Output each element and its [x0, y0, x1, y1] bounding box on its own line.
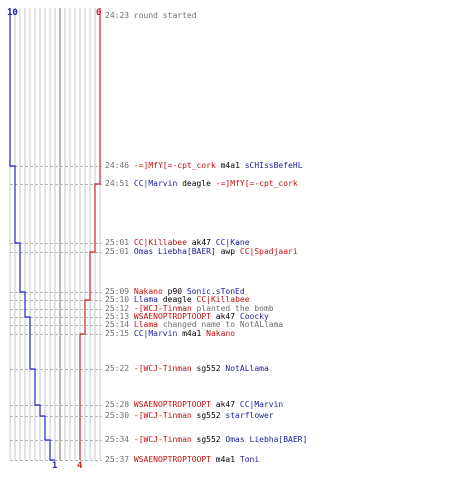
- event-player-name: CC|Marvin: [133, 179, 178, 188]
- event-player-name: -[WCJ-Tinman: [133, 364, 192, 373]
- event-player-name: CC|Spadjaari: [235, 247, 298, 256]
- event-player-name: NotALlama: [220, 364, 269, 373]
- event-time: 25:10: [105, 295, 134, 304]
- event-weapon: m4a1: [215, 161, 240, 170]
- event-message: round started: [133, 11, 197, 20]
- event-row: 24:46 -=]MfY[=-cpt_cork m4a1 sCHIssBefeH…: [105, 161, 303, 171]
- left-team-start-count: 10: [7, 8, 18, 18]
- event-player-name: CC|Marvin: [235, 400, 284, 409]
- event-message: changed name to NotALlama: [158, 320, 284, 329]
- event-player-name: CC|Killabee: [133, 238, 187, 247]
- event-player-name: -=]MfY[=-cpt_cork: [210, 179, 298, 188]
- event-time: 25:12: [105, 304, 134, 313]
- event-player-name: starflower: [220, 411, 274, 420]
- event-weapon: m4a1: [210, 455, 236, 464]
- event-row: 24:23 round started: [105, 11, 197, 21]
- event-player-name: sCHIssBefeHL: [239, 161, 303, 170]
- event-player-name: WSAENOPTROPTOOPT: [133, 312, 211, 321]
- event-row: 25:37 WSAENOPTROPTOOPT m4a1 Toni: [105, 455, 259, 465]
- event-player-name: Llama: [133, 320, 158, 329]
- event-time: 25:13: [105, 312, 134, 321]
- event-weapon: ak47: [210, 312, 236, 321]
- event-row: 25:09 Nakano p90 Sonic.sTonEd: [105, 287, 245, 297]
- right-team-alive-line: [79, 8, 101, 460]
- event-player-name: -[WCJ-Tinman: [133, 304, 192, 313]
- event-player-name: Omas Liebha[BAER]: [220, 435, 308, 444]
- event-time: 25:14: [105, 320, 134, 329]
- event-weapon: sg552: [191, 364, 221, 373]
- event-player-name: -=]MfY[=-cpt_cork: [133, 161, 216, 170]
- event-time: 24:23: [105, 11, 134, 20]
- event-row: 25:13 WSAENOPTROPTOOPT ak47 Coocky: [105, 312, 269, 322]
- event-time: 25:01: [105, 238, 134, 247]
- event-time: 25:30: [105, 411, 134, 420]
- event-time: 24:46: [105, 161, 134, 170]
- event-time: 25:01: [105, 247, 134, 256]
- event-player-name: CC|Marvin: [133, 329, 178, 338]
- event-weapon: awp: [215, 247, 236, 256]
- event-time: 25:28: [105, 400, 134, 409]
- event-player-name: Llama: [133, 295, 158, 304]
- event-row: 25:34 -[WCJ-Tinman sg552 Omas Liebha[BAE…: [105, 435, 307, 445]
- event-player-name: Sonic.sTonEd: [182, 287, 245, 296]
- event-weapon: sg552: [191, 411, 221, 420]
- event-player-name: WSAENOPTROPTOOPT: [133, 455, 211, 464]
- event-weapon: deagle: [177, 179, 211, 188]
- event-time: 25:15: [105, 329, 134, 338]
- event-row: 25:01 Omas Liebha[BAER] awp CC|Spadjaari: [105, 247, 298, 257]
- event-player-name: CC|Kane: [210, 238, 250, 247]
- event-time: 24:51: [105, 179, 134, 188]
- event-time: 25:09: [105, 287, 134, 296]
- event-player-name: Toni: [235, 455, 260, 464]
- event-player-name: Nakano: [201, 329, 236, 338]
- event-weapon: sg552: [191, 435, 221, 444]
- event-player-name: Omas Liebha[BAER]: [133, 247, 216, 256]
- event-player-name: Nakano: [133, 287, 163, 296]
- event-weapon: ak47: [210, 400, 236, 409]
- event-player-name: WSAENOPTROPTOOPT: [133, 400, 211, 409]
- event-row: 25:14 Llama changed name to NotALlama: [105, 320, 283, 330]
- event-row: 24:51 CC|Marvin deagle -=]MfY[=-cpt_cork: [105, 179, 298, 189]
- event-time: 25:37: [105, 455, 134, 464]
- event-time: 25:34: [105, 435, 134, 444]
- right-team-end-count: 4: [77, 461, 83, 471]
- event-player-name: -[WCJ-Tinman: [133, 411, 192, 420]
- event-weapon: m4a1: [177, 329, 202, 338]
- event-player-name: Coocky: [235, 312, 269, 321]
- event-row: 25:15 CC|Marvin m4a1 Nakano: [105, 329, 235, 339]
- event-row: 25:22 -[WCJ-Tinman sg552 NotALlama: [105, 364, 269, 374]
- event-row: 25:10 Llama deagle CC|Killabee: [105, 295, 250, 305]
- event-row: 25:28 WSAENOPTROPTOOPT ak47 CC|Marvin: [105, 400, 283, 410]
- right-team-start-count: 0: [96, 8, 102, 18]
- left-team-alive-line: [9, 8, 55, 461]
- event-weapon: p90: [162, 287, 183, 296]
- event-weapon: ak47: [186, 238, 211, 247]
- event-message: planted the bomb: [191, 304, 274, 313]
- event-row: 25:12 -[WCJ-Tinman planted the bomb: [105, 304, 274, 314]
- event-player-name: CC|Killabee: [191, 295, 250, 304]
- left-team-end-count: 1: [52, 461, 58, 471]
- event-time: 25:22: [105, 364, 134, 373]
- event-row: 25:01 CC|Killabee ak47 CC|Kane: [105, 238, 250, 248]
- event-row: 25:30 -[WCJ-Tinman sg552 starflower: [105, 411, 274, 421]
- event-player-name: -[WCJ-Tinman: [133, 435, 192, 444]
- event-weapon: deagle: [158, 295, 192, 304]
